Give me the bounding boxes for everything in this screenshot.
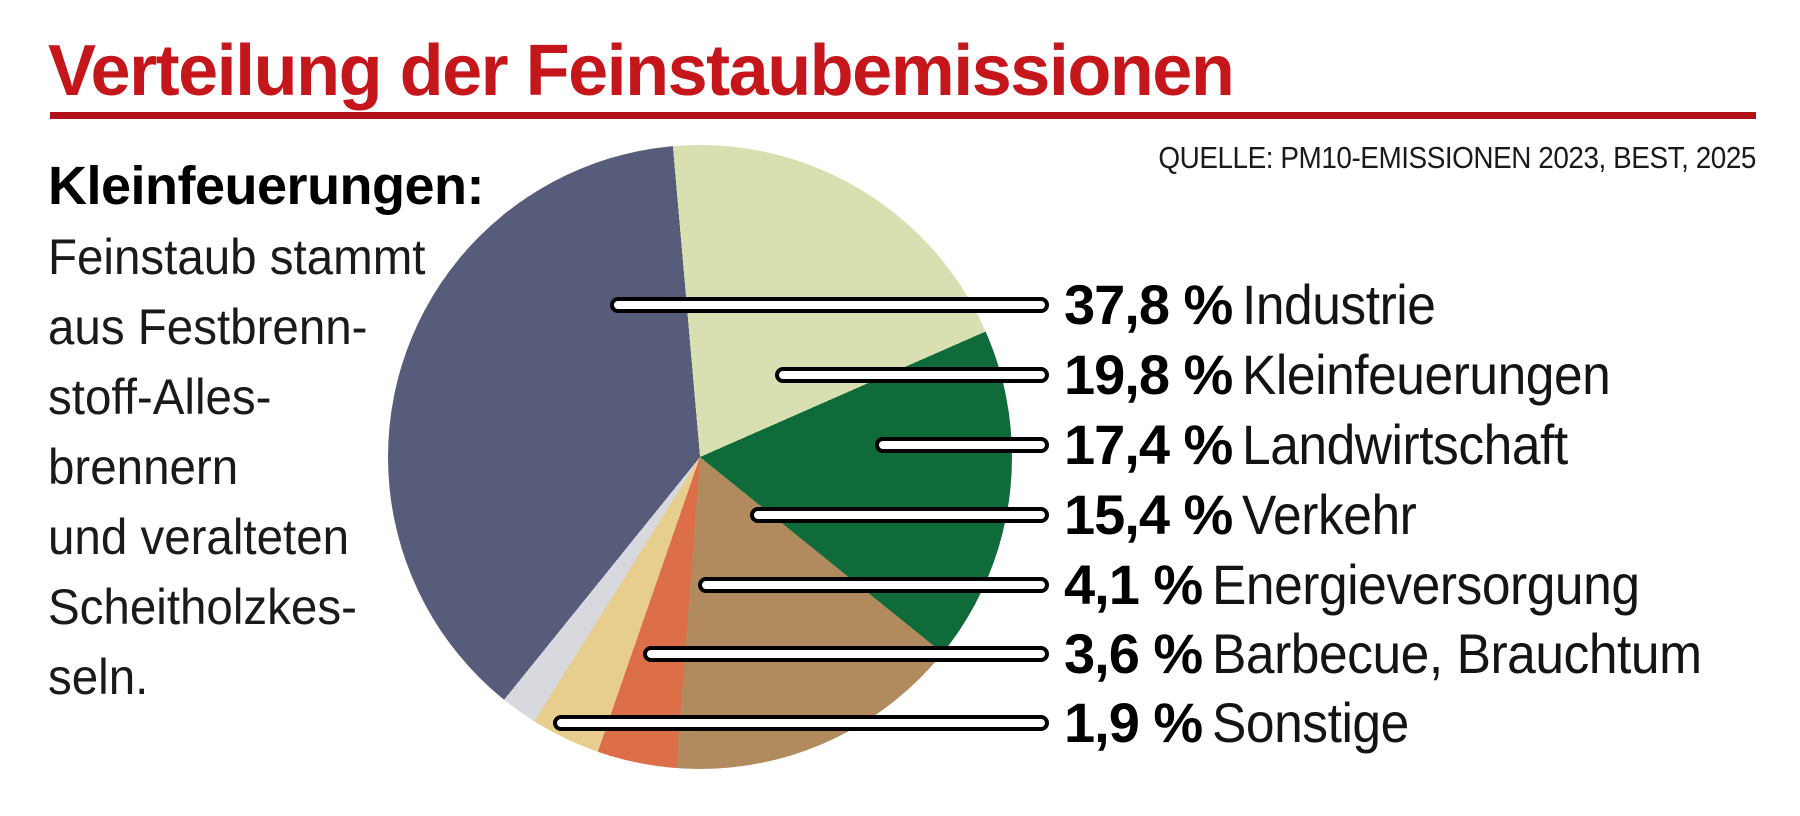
description-lead: Kleinfeuerungen: [48,156,485,216]
callout-line-landwirtschaft [875,437,1049,453]
slice-label-energieversorgung: 4,1 % Energieversorgung [1064,550,1677,620]
slice-name: Energieversorgung [1212,553,1640,616]
callout-line-verkehr [750,507,1049,523]
slice-label-verkehr: 15,4 % Verkehr [1064,480,1432,550]
slice-value: 3,6 % [1064,622,1203,685]
slice-label-barbecue: 3,6 % Barbecue, Brauchtum [1064,619,1744,689]
slice-name: Landwirtschaft [1242,413,1569,476]
slice-label-kleinfeuerungen: 19,8 % Kleinfeuerungen [1064,340,1643,410]
slice-value: 19,8 % [1064,343,1233,406]
slice-name: Verkehr [1242,483,1417,546]
page-title: Verteilung der Feinstaubemissionen [48,31,1235,111]
slice-name: Sonstige [1212,691,1410,754]
pie-chart [388,145,1012,769]
slice-value: 15,4 % [1064,483,1233,546]
slice-label-sonstige: 1,9 % Sonstige [1064,688,1426,758]
callout-line-energieversorgung [698,577,1049,593]
callout-line-barbecue [643,646,1049,662]
description-line: und veralteten [48,509,350,565]
slice-label-industrie: 37,8 % Industrie [1064,270,1453,340]
slice-value: 17,4 % [1064,413,1233,476]
callout-line-sonstige [553,715,1049,731]
slice-name: Industrie [1242,273,1436,336]
callout-line-industrie [610,297,1049,313]
slice-value: 1,9 % [1064,691,1203,754]
slice-name: Barbecue, Brauchtum [1212,622,1702,685]
source-credit: QUELLE: PM10-EMISSIONEN 2023, BEST, 2025 [1158,140,1756,175]
description-block: Kleinfeuerungen: Feinstaub stammt aus Fe… [48,150,485,712]
description-line: aus Festbrenn- [48,299,368,355]
description-line: brennern [48,439,239,495]
slice-value: 37,8 % [1064,273,1233,336]
slice-value: 4,1 % [1064,553,1203,616]
slice-name: Kleinfeuerungen [1242,343,1611,406]
description-line: seln. [48,649,149,705]
callout-line-kleinfeuerungen [775,367,1049,383]
description-line: Scheitholzkes- [48,579,357,635]
slice-label-landwirtschaft: 17,4 % Landwirtschaft [1064,410,1596,480]
title-underline-rule [50,112,1756,119]
description-line: stoff-Alles- [48,369,272,425]
description-line: Feinstaub stammt [48,229,426,285]
